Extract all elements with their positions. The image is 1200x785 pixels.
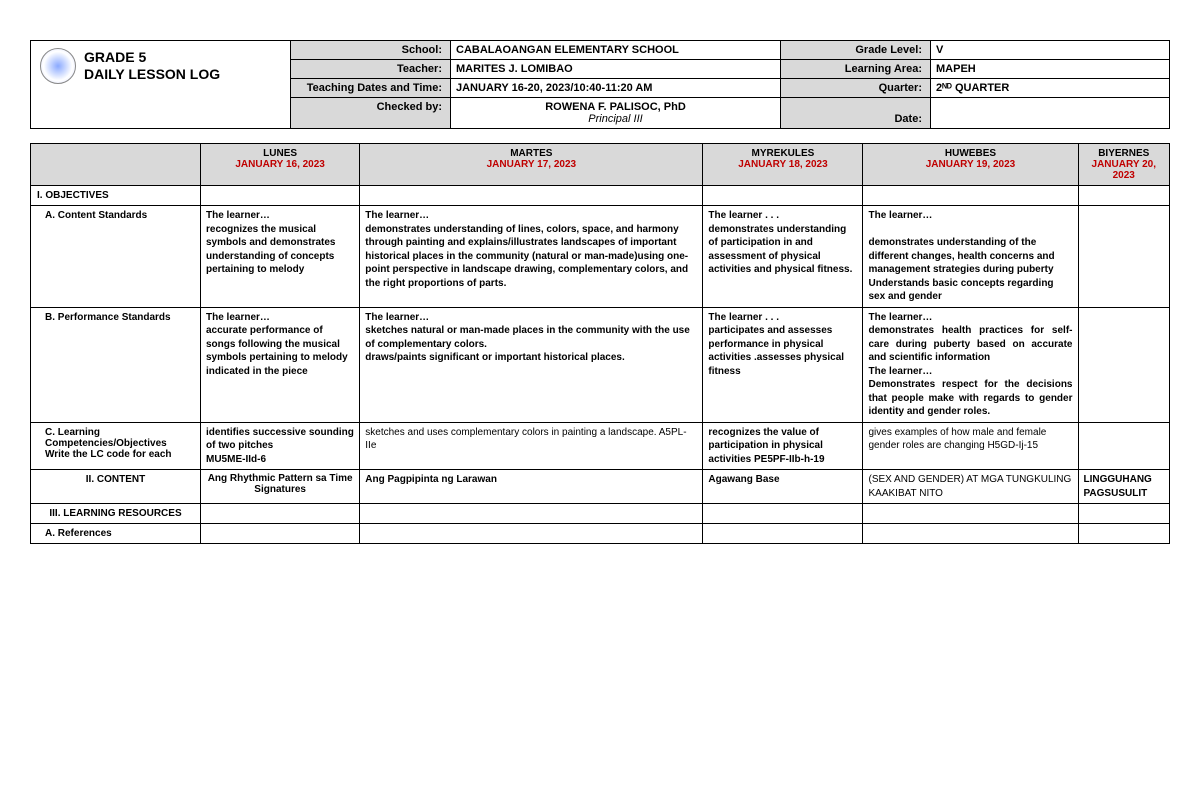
row-content-std: A. Content Standards xyxy=(31,206,201,308)
thu-date: JANUARY 19, 2023 xyxy=(867,159,1073,170)
wed-date: JANUARY 18, 2023 xyxy=(707,159,858,170)
comp-mon: identifies successive sounding of two pi… xyxy=(201,422,360,470)
mon-date: JANUARY 16, 2023 xyxy=(205,159,355,170)
comp-wed: recognizes the value of participation in… xyxy=(703,422,863,470)
content-wed: Agawang Base xyxy=(703,470,863,504)
area-label: Learning Area: xyxy=(781,60,931,79)
content-mon: Ang Rhythmic Pattern sa Time Signatures xyxy=(201,470,360,504)
perf-std-mon: The learner…accurate performance of song… xyxy=(201,307,360,422)
school-value: CABALAOANGAN ELEMENTARY SCHOOL xyxy=(451,41,781,60)
fri-name: BIYERNES xyxy=(1083,148,1166,159)
perf-std-fri xyxy=(1078,307,1170,422)
school-label: School: xyxy=(291,41,451,60)
content-thu: (SEX AND GENDER) AT MGA TUNGKULING KAAKI… xyxy=(863,470,1078,504)
lesson-table: LUNESJANUARY 16, 2023 MARTESJANUARY 17, … xyxy=(30,143,1170,544)
row-competencies: C. Learning Competencies/Objectives Writ… xyxy=(31,422,201,470)
teacher-value: MARITES J. LOMIBAO xyxy=(451,60,781,79)
header-table: GRADE 5 DAILY LESSON LOG School: CABALAO… xyxy=(30,40,1170,129)
deped-seal-icon xyxy=(40,48,76,84)
quarter-value: 2ᴺᴰ QUARTER xyxy=(931,79,1170,98)
perf-std-thu: The learner…demonstrates health practice… xyxy=(863,307,1078,422)
title-line2: DAILY LESSON LOG xyxy=(84,66,220,83)
row-perf-std: B. Performance Standards xyxy=(31,307,201,422)
content-std-tue: The learner…demonstrates understanding o… xyxy=(360,206,703,308)
mon-name: LUNES xyxy=(205,148,355,159)
grade-label: Grade Level: xyxy=(781,41,931,60)
quarter-label: Quarter: xyxy=(781,79,931,98)
checked-title: Principal III xyxy=(588,113,642,125)
grade-value: V xyxy=(931,41,1170,60)
title-line1: GRADE 5 xyxy=(84,49,220,66)
content-fri: LINGGUHANG PAGSUSULIT xyxy=(1078,470,1170,504)
tue-name: MARTES xyxy=(364,148,698,159)
comp-fri xyxy=(1078,422,1170,470)
row-resources: III. LEARNING RESOURCES xyxy=(31,504,201,524)
content-tue: Ang Pagpipinta ng Larawan xyxy=(360,470,703,504)
thu-name: HUWEBES xyxy=(867,148,1073,159)
comp-tue: sketches and uses complementary colors i… xyxy=(360,422,703,470)
dates-label: Teaching Dates and Time: xyxy=(291,79,451,98)
perf-std-tue: The learner…sketches natural or man-made… xyxy=(360,307,703,422)
tue-date: JANUARY 17, 2023 xyxy=(364,159,698,170)
checked-name: ROWENA F. PALISOC, PhD xyxy=(545,101,686,113)
row-references: A. References xyxy=(31,524,201,544)
content-std-thu: The learner… demonstrates understanding … xyxy=(863,206,1078,308)
fri-date: JANUARY 20, 2023 xyxy=(1083,159,1166,181)
wed-name: MYREKULES xyxy=(707,148,858,159)
perf-std-wed: The learner . . .participates and assess… xyxy=(703,307,863,422)
area-value: MAPEH xyxy=(931,60,1170,79)
row-content: II. CONTENT xyxy=(31,470,201,504)
teacher-label: Teacher: xyxy=(291,60,451,79)
checked-label: Checked by: xyxy=(291,98,451,129)
content-std-fri xyxy=(1078,206,1170,308)
row-objectives: I. OBJECTIVES xyxy=(31,186,201,206)
content-std-mon: The learner…recognizes the musical symbo… xyxy=(201,206,360,308)
comp-thu: gives examples of how male and female ge… xyxy=(863,422,1078,470)
dates-value: JANUARY 16-20, 2023/10:40-11:20 AM xyxy=(451,79,781,98)
content-std-wed: The learner . . .demonstrates understand… xyxy=(703,206,863,308)
checked-value: ROWENA F. PALISOC, PhD Principal III xyxy=(451,98,781,129)
date-value xyxy=(931,98,1170,129)
date-label: Date: xyxy=(781,98,931,129)
